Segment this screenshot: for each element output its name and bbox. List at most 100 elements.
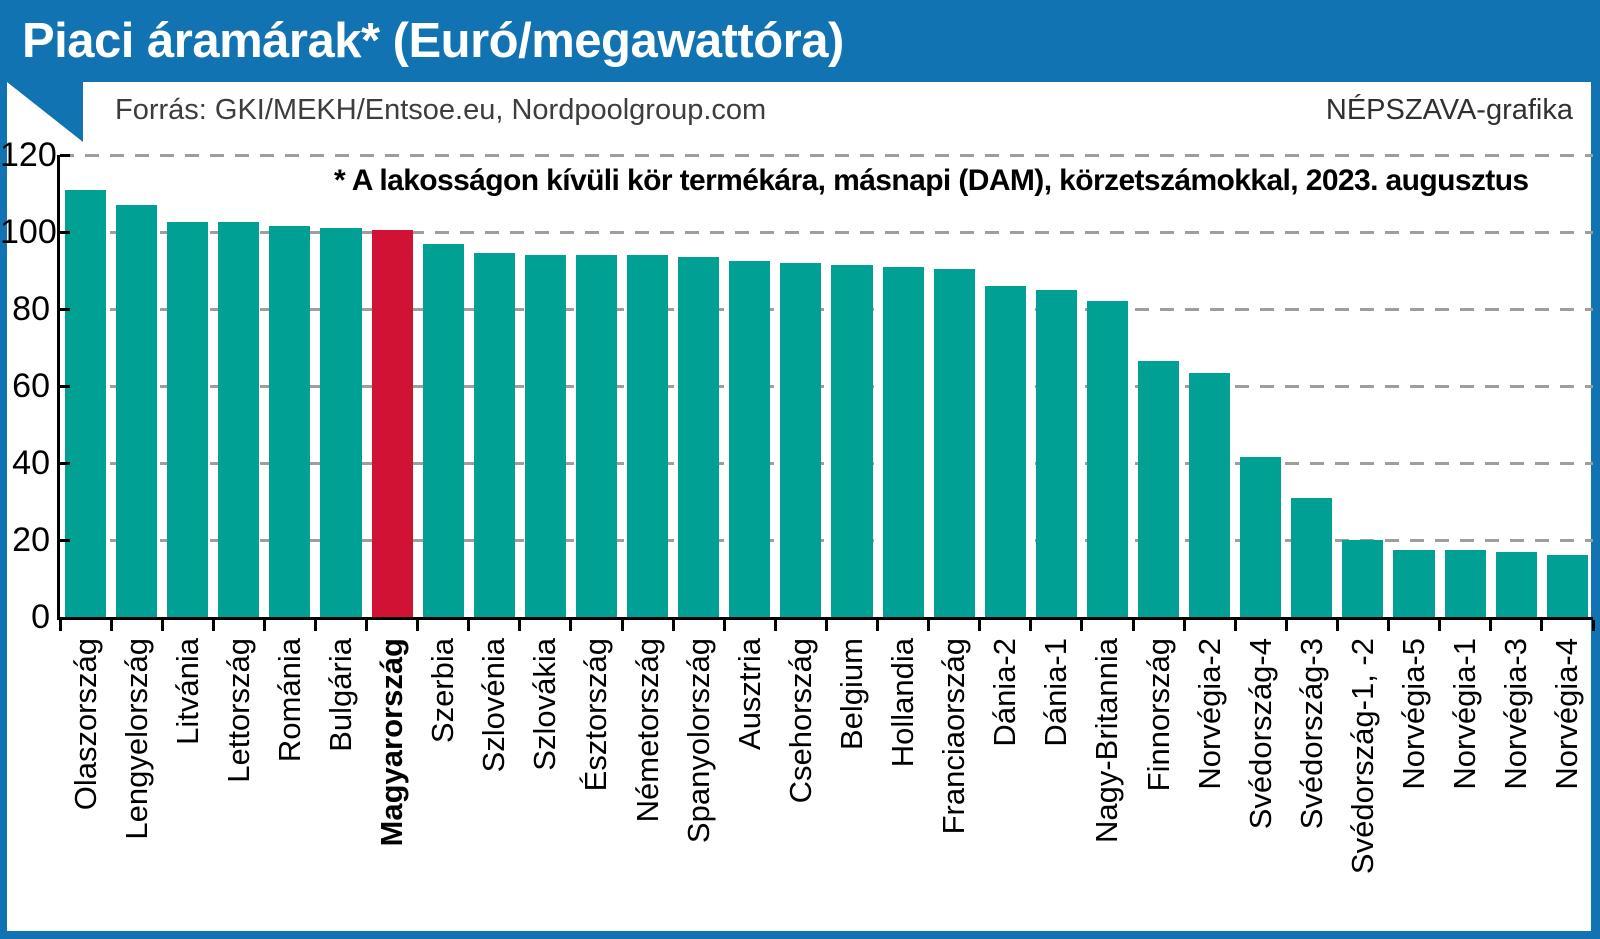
bar-cell: Litvánia	[162, 155, 213, 745]
x-axis-label: Spanyolország	[680, 638, 716, 844]
x-axis-label: Finnország	[1140, 638, 1176, 792]
x-axis-label: Norvégia-4	[1549, 638, 1585, 790]
bar-Svédország-1, -2	[1342, 540, 1384, 617]
y-tick-60	[60, 384, 70, 388]
x-axis-label: Svédország-3	[1293, 638, 1329, 830]
y-axis-label-40: 40	[12, 444, 50, 482]
x-tick	[211, 620, 215, 631]
source-text: Forrás: GKI/MEKH/Entsoe.eu, Nordpoolgrou…	[115, 94, 767, 126]
bar-cell: Szlovénia	[469, 155, 520, 772]
bars-row: Olaszország Lengyelország Litvánia Lettorsz…	[60, 155, 1593, 874]
bar-Belgium	[831, 264, 873, 617]
bar-cell: Finnország	[1133, 155, 1184, 791]
page-title: Piaci áramárak* (Euró/megawattóra)	[22, 14, 844, 68]
bar-cell: Dánia-2	[980, 155, 1031, 747]
bar-cell: Norvégia-3	[1491, 155, 1542, 790]
bar-cell: Románia	[264, 155, 315, 762]
bar-cell: Svédország-4	[1235, 155, 1286, 829]
x-axis-label: Szlovákia	[527, 638, 563, 771]
x-tick	[825, 620, 828, 631]
bar-Bulgária	[320, 228, 362, 617]
x-tick	[1029, 620, 1033, 631]
chart-plot: Olaszország Lengyelország Litvánia Lettorsz…	[57, 153, 1595, 874]
bar-Dánia-1	[1035, 289, 1077, 617]
x-axis-label: Szlovénia	[476, 638, 512, 773]
bar-cell: Spanyolország	[673, 155, 724, 843]
bar-cell: Nagy-Britannia	[1082, 155, 1133, 843]
bar-Románia	[269, 226, 311, 617]
x-axis-label: Litvánia	[169, 638, 205, 745]
bar-cell: Dánia-1	[1031, 155, 1082, 747]
gridline-120	[60, 153, 1593, 157]
x-axis-label: Észtország	[578, 638, 614, 792]
x-axis-label: Norvégia-2	[1191, 638, 1227, 790]
x-tick	[58, 620, 62, 631]
bar-cell: Svédország-3	[1286, 155, 1337, 829]
bar-cell: Szerbia	[418, 155, 469, 743]
x-tick	[1591, 620, 1595, 631]
left-border	[0, 80, 7, 939]
bar-cell: Belgium	[826, 155, 877, 750]
x-tick	[671, 620, 675, 631]
x-tick	[1438, 620, 1442, 631]
x-axis-label: Olaszország	[67, 638, 103, 811]
x-tick	[1233, 620, 1237, 631]
bar-cell: Norvégia-2	[1184, 155, 1235, 790]
bar-Magyarország	[371, 230, 413, 617]
x-axis-label: Svédország-1, -2	[1344, 638, 1380, 875]
y-axis-label-0: 0	[31, 598, 50, 636]
bar-Dánia-2	[984, 285, 1026, 617]
bar-Finnország	[1137, 360, 1180, 617]
x-tick	[722, 620, 726, 631]
x-axis-label: Norvégia-1	[1447, 638, 1483, 790]
x-tick	[978, 620, 982, 631]
x-axis-label: Románia	[271, 638, 307, 763]
y-tick-20	[60, 538, 70, 542]
bar-Olaszország	[65, 189, 107, 617]
bar-cell: Magyarország	[367, 155, 418, 846]
bar-Norvégia-5	[1393, 549, 1435, 617]
bar-Csehország	[780, 262, 822, 617]
x-tick	[569, 620, 573, 631]
bar-cell: Ausztria	[724, 155, 775, 750]
x-axis-label: Magyarország	[374, 638, 410, 847]
x-tick	[1182, 620, 1186, 631]
bar-Nagy-Britannia	[1086, 301, 1128, 617]
x-tick	[1489, 620, 1493, 631]
x-tick	[365, 620, 369, 631]
x-tick	[1284, 620, 1288, 631]
x-tick	[773, 620, 777, 631]
gridline-100	[60, 230, 1593, 234]
y-axis-label-60: 60	[12, 367, 50, 405]
bar-cell: Csehország	[775, 155, 826, 803]
x-tick	[518, 620, 522, 631]
y-tick-120	[60, 153, 70, 157]
bar-Szerbia	[422, 243, 464, 617]
y-axis-label-120: 120	[0, 136, 57, 174]
x-tick	[1540, 620, 1544, 631]
bar-Litvánia	[167, 222, 209, 617]
x-axis-label: Norvégia-3	[1498, 638, 1534, 790]
x-axis-label: Bulgária	[323, 638, 359, 752]
y-axis-label-80: 80	[12, 290, 50, 328]
bottom-border	[0, 931, 1600, 939]
x-tick	[1131, 620, 1135, 631]
x-axis-label: Lettország	[220, 638, 256, 783]
annotation-text: * A lakosságon kívüli kör termékára, más…	[334, 164, 1529, 197]
bar-Észtország	[575, 255, 618, 617]
bar-Franciaország	[933, 268, 975, 617]
bar-Norvégia-2	[1189, 372, 1231, 617]
x-axis-label: Franciaország	[936, 638, 972, 835]
x-axis-label: Lengyelország	[118, 638, 154, 840]
y-axis-labels: 120 100 80 60 40 20 0	[0, 136, 57, 636]
y-axis-label-20: 20	[12, 521, 50, 559]
x-tick	[1080, 620, 1084, 631]
x-tick	[262, 620, 266, 631]
bar-cell: Lettország	[213, 155, 264, 783]
bar-cell: Norvégia-4	[1542, 155, 1593, 790]
gridline-80	[60, 307, 1593, 311]
x-tick	[467, 620, 471, 631]
bar-cell: Bulgária	[315, 155, 366, 752]
bar-Szlovákia	[524, 255, 566, 617]
